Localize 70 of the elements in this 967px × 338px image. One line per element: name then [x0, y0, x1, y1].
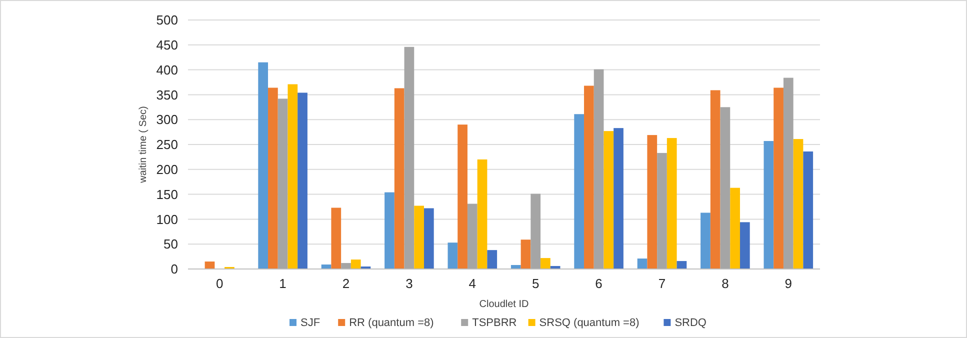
bar [341, 263, 351, 269]
bar [604, 131, 614, 269]
x-tick-label: 1 [279, 276, 286, 291]
bar [394, 88, 404, 269]
bar [740, 222, 750, 269]
bar [530, 194, 541, 269]
x-tick-label: 6 [595, 276, 602, 291]
legend-label: SRSQ (quantum =8) [539, 317, 640, 329]
bar [676, 261, 687, 269]
y-tick-label: 250 [156, 137, 178, 152]
y-tick-label: 400 [156, 62, 178, 78]
y-tick-label: 300 [156, 112, 178, 128]
bar [298, 92, 308, 269]
y-tick-label: 500 [156, 12, 178, 28]
y-tick-label: 100 [156, 212, 178, 227]
bar [764, 141, 774, 269]
bar [730, 188, 740, 269]
bar [774, 88, 784, 269]
bar [520, 240, 531, 269]
bar [424, 208, 434, 269]
bar [637, 258, 648, 269]
bar [477, 159, 488, 269]
legend-label: SRDQ [674, 317, 707, 329]
x-tick-label: 2 [342, 276, 350, 291]
bar [584, 86, 594, 269]
y-tick-label: 200 [156, 162, 178, 177]
y-tick-label: 350 [156, 87, 178, 102]
bar [657, 152, 667, 269]
bar [614, 128, 624, 269]
x-tick-label: 8 [722, 276, 729, 291]
bar [540, 258, 550, 269]
bar [574, 114, 584, 269]
x-tick-label: 7 [658, 276, 666, 291]
bar [331, 208, 342, 269]
bar [384, 192, 394, 269]
y-tick-label: 150 [156, 186, 178, 202]
legend-label: RR (quantum =8) [349, 317, 434, 329]
bar [288, 84, 298, 269]
y-tick-label: 450 [156, 37, 178, 52]
bar [268, 88, 278, 269]
bar [467, 204, 478, 269]
y-axis-title: waitin time ( Sec) [138, 106, 149, 184]
bar [414, 206, 424, 269]
legend-label: TSPBRR [472, 317, 517, 329]
bar [647, 135, 658, 269]
bar [700, 212, 710, 269]
bar [350, 260, 361, 269]
bar [793, 139, 804, 269]
x-axis-title: Cloudlet ID [479, 299, 529, 310]
bar [720, 107, 730, 269]
bar [666, 138, 677, 269]
legend-label: SJF [300, 317, 320, 329]
x-tick-label: 0 [216, 276, 224, 291]
bar [710, 90, 720, 269]
bar [448, 242, 458, 269]
bar [803, 151, 814, 269]
y-tick-label: 50 [164, 236, 178, 252]
y-tick-label: 0 [170, 262, 178, 277]
x-tick-label: 3 [406, 276, 413, 291]
bar [594, 69, 604, 269]
bar [404, 46, 414, 269]
bar [258, 62, 268, 269]
x-tick-label: 5 [532, 276, 540, 291]
bar [487, 250, 498, 269]
bar [458, 124, 468, 269]
x-tick-label: 9 [784, 276, 792, 291]
x-tick-label: 4 [468, 276, 476, 291]
bar [278, 98, 288, 269]
bar [204, 262, 215, 269]
bar [783, 78, 794, 269]
